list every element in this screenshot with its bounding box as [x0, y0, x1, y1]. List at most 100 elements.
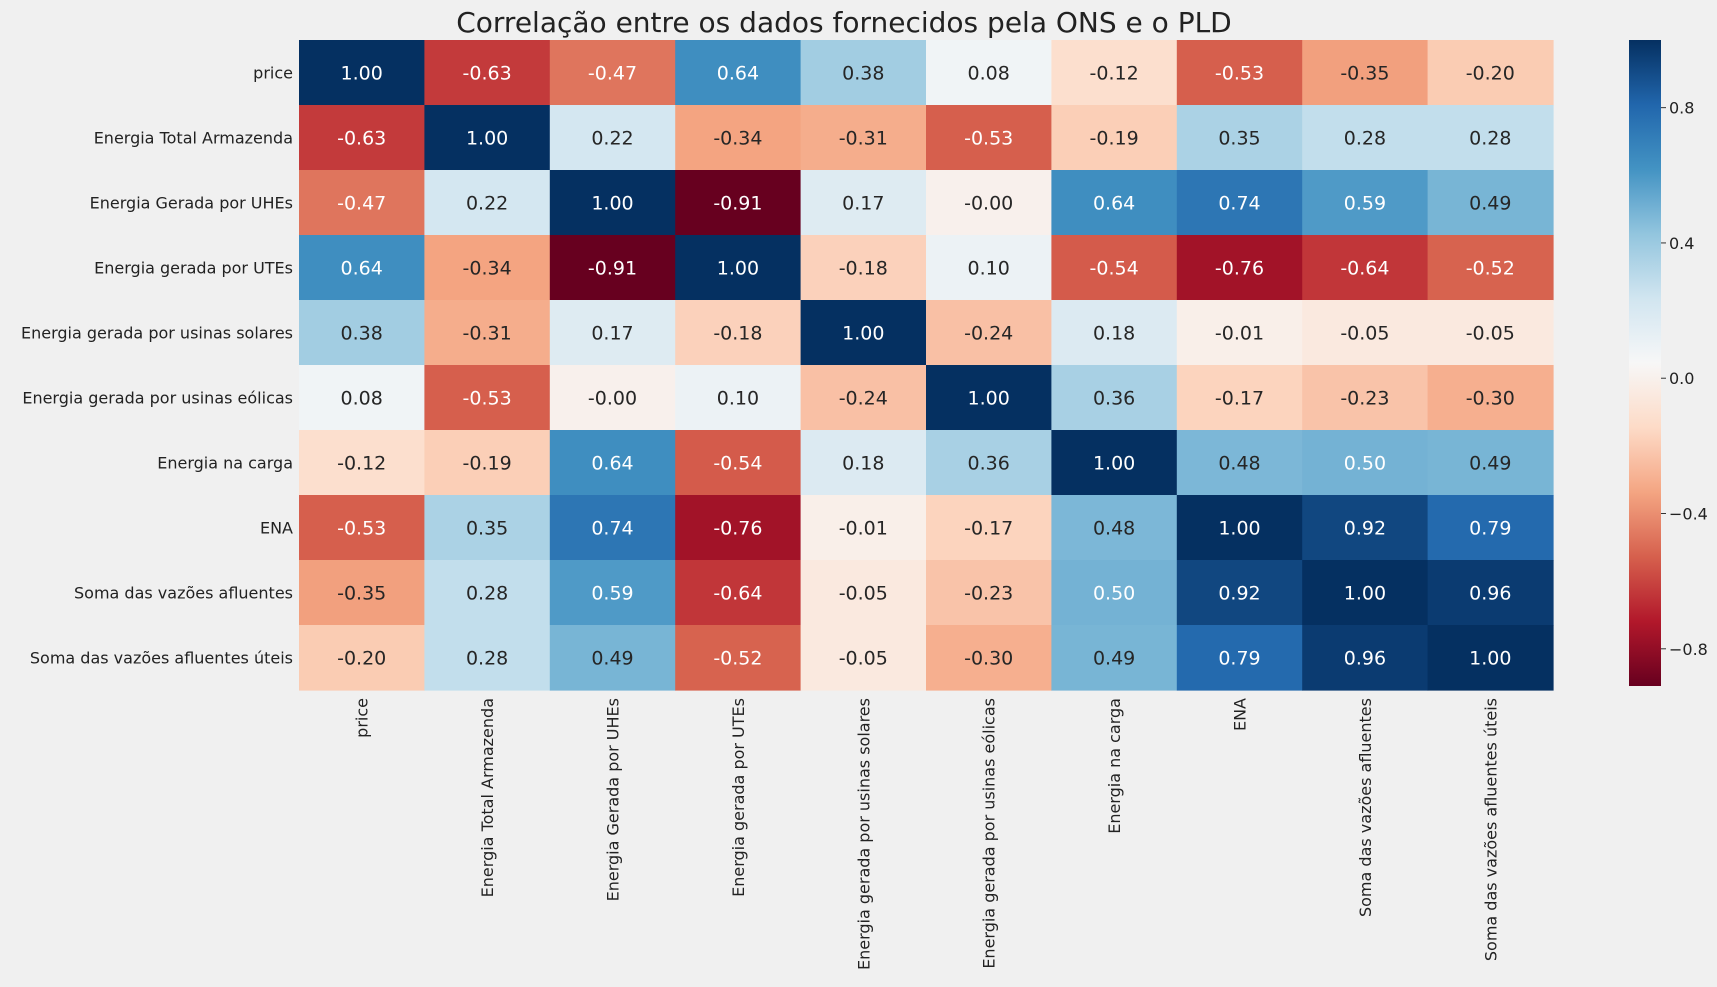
cell-value-label: 0.92	[1344, 518, 1386, 540]
cell-value-label: -0.17	[964, 518, 1013, 540]
column-label: Energia gerada por usinas solares	[854, 698, 873, 970]
heatmap-cell	[926, 40, 1052, 106]
heatmap-cell	[1302, 300, 1429, 366]
cell-value-label: -0.30	[1466, 388, 1515, 410]
cell-value-label: -0.01	[1215, 323, 1264, 345]
cell-value-label: 0.96	[1344, 648, 1386, 670]
heatmap-cell	[1176, 625, 1303, 691]
cell-value-label: 0.28	[1344, 128, 1386, 150]
cell-value-label: 1.00	[1093, 453, 1135, 475]
heatmap-cell	[549, 560, 676, 626]
cell-value-label: -0.00	[964, 193, 1013, 215]
heatmap-cell	[1176, 170, 1303, 236]
heatmap-cell	[1051, 105, 1178, 171]
heatmap-cell	[1051, 235, 1178, 301]
cell-value-label: -0.54	[1090, 258, 1139, 280]
cell-value-label: 0.22	[466, 193, 508, 215]
heatmap-cell	[1427, 170, 1554, 236]
cell-value-label: -0.35	[337, 583, 386, 605]
heatmap-cell	[1427, 235, 1554, 301]
heatmap-cell	[1051, 365, 1178, 431]
heatmap-cell	[675, 430, 802, 496]
cell-value-label: 0.28	[466, 583, 508, 605]
heatmap-cell	[1176, 300, 1303, 366]
heatmap-cell	[424, 495, 551, 561]
cell-value-label: 0.10	[968, 258, 1010, 280]
cell-value-label: -0.23	[1340, 388, 1389, 410]
heatmap-cell	[1176, 430, 1303, 496]
row-label: Soma das vazões afluentes	[74, 584, 293, 603]
heatmap-cell	[549, 625, 676, 691]
cell-value-label: 0.18	[1093, 323, 1135, 345]
row-label: ENA	[260, 519, 293, 538]
heatmap-cell	[1176, 495, 1303, 561]
heatmap-cell	[424, 560, 551, 626]
cell-value-label: -0.53	[337, 518, 386, 540]
cell-value-label: -0.52	[1466, 258, 1515, 280]
column-label: Energia Gerada por UHEs	[604, 698, 623, 901]
heatmap-cell	[1427, 625, 1554, 691]
cell-value-label: 0.74	[591, 518, 633, 540]
heatmap-cell	[926, 105, 1052, 171]
cell-value-label: -0.17	[1215, 388, 1264, 410]
cell-value-label: 0.36	[968, 453, 1010, 475]
heatmap-cell	[1051, 170, 1178, 236]
heatmap-cell	[1051, 560, 1178, 626]
cell-value-label: 0.64	[341, 258, 383, 280]
heatmap-cell	[800, 300, 927, 366]
colorbar-tick-label: 0.0	[1669, 369, 1694, 388]
heatmap-cell	[1051, 430, 1178, 496]
heatmap-cell	[424, 430, 551, 496]
heatmap-cell	[299, 105, 425, 171]
heatmap-cell	[1302, 40, 1429, 106]
heatmap-cell	[299, 625, 425, 691]
heatmap-cell	[800, 235, 927, 301]
row-label: Soma das vazões afluentes úteis	[30, 649, 293, 668]
heatmap-cell	[1176, 560, 1303, 626]
heatmap-cell	[1427, 430, 1554, 496]
heatmap-cell	[1302, 560, 1429, 626]
cell-value-label: -0.19	[463, 453, 512, 475]
heatmap-cell	[675, 40, 802, 106]
heatmap-cell	[675, 105, 802, 171]
cell-value-label: -0.34	[713, 128, 762, 150]
cell-value-label: 0.64	[1093, 193, 1135, 215]
heatmap-cell	[1427, 495, 1554, 561]
heatmap-cell	[675, 560, 802, 626]
cell-value-label: 0.79	[1218, 648, 1260, 670]
cell-value-label: 0.74	[1218, 193, 1260, 215]
row-label: Energia Gerada por UHEs	[90, 194, 293, 213]
heatmap-cell	[424, 365, 551, 431]
cell-value-label: -0.30	[964, 648, 1013, 670]
heatmap-cell	[299, 170, 425, 236]
cell-value-label: 0.17	[842, 193, 884, 215]
chart-title: Correlação entre os dados fornecidos pel…	[456, 6, 1232, 39]
cell-value-label: 0.35	[1218, 128, 1260, 150]
cell-value-label: -0.12	[337, 453, 386, 475]
heatmap-cell	[675, 625, 802, 691]
cell-value-label: -0.54	[713, 453, 762, 475]
cell-value-label: 1.00	[1218, 518, 1260, 540]
row-label: price	[253, 64, 293, 83]
cell-value-label: 1.00	[341, 63, 383, 85]
cell-value-label: 0.50	[1093, 583, 1135, 605]
heatmap-cell	[1302, 430, 1429, 496]
cell-value-label: -0.53	[1215, 63, 1264, 85]
cell-value-label: 0.50	[1344, 453, 1386, 475]
heatmap-cell	[299, 560, 425, 626]
heatmap-cell	[1176, 365, 1303, 431]
cell-value-label: 1.00	[968, 388, 1010, 410]
heatmap-cell	[424, 300, 551, 366]
row-label: Energia Total Armazenda	[94, 129, 293, 148]
heatmap-cell	[800, 430, 927, 496]
column-label: Soma das vazões afluentes	[1356, 698, 1375, 917]
heatmap-cell	[800, 495, 927, 561]
cell-value-label: -0.05	[839, 583, 888, 605]
heatmap-cell	[549, 40, 676, 106]
cell-value-label: -0.64	[713, 583, 762, 605]
heatmap-cell	[549, 235, 676, 301]
heatmap-cell	[1176, 40, 1303, 106]
heatmap-cell	[549, 170, 676, 236]
column-label: Energia Total Armazenda	[478, 698, 497, 897]
